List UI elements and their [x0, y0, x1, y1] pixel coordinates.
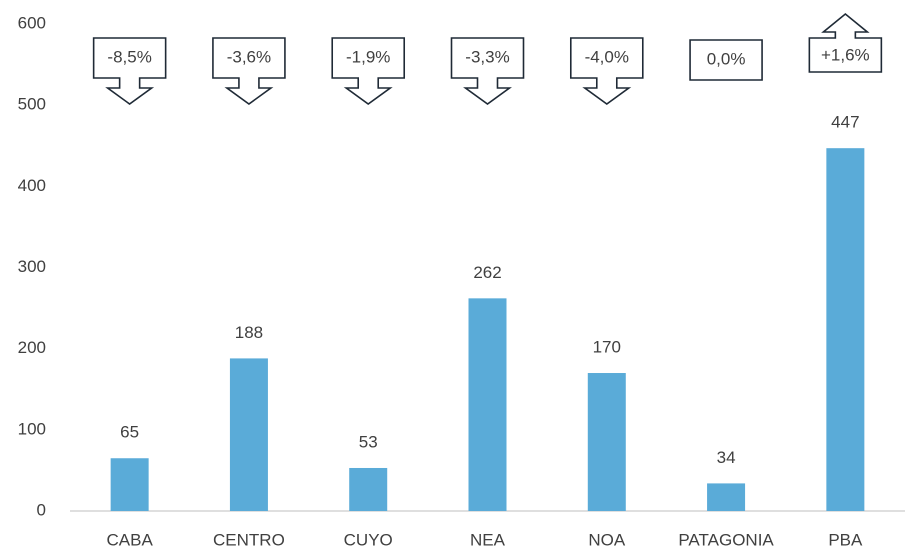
callout [331, 37, 406, 105]
bar [707, 483, 746, 511]
bar [826, 148, 865, 511]
bar [349, 467, 388, 511]
bar [587, 373, 626, 511]
y-tick-label: 200 [18, 338, 46, 357]
callout-label: -3,6% [227, 47, 271, 66]
y-tick-label: 300 [18, 257, 46, 276]
bar [229, 358, 268, 511]
x-tick-label: CABA [106, 530, 153, 549]
data-label: 447 [831, 113, 859, 132]
callout [450, 37, 525, 105]
callout [569, 37, 644, 105]
data-label: 53 [359, 432, 378, 451]
y-tick-label: 500 [18, 95, 46, 114]
callout-label: -8,5% [107, 47, 151, 66]
y-tick-label: 400 [18, 176, 46, 195]
data-label: 188 [235, 323, 263, 342]
x-tick-label: PATAGONIA [678, 530, 774, 549]
y-tick-label: 0 [37, 500, 46, 519]
callout-label: -3,3% [465, 47, 509, 66]
callout [92, 37, 167, 105]
callout-label: -4,0% [585, 47, 629, 66]
x-tick-label: PBA [828, 530, 863, 549]
y-tick-label: 100 [18, 419, 46, 438]
x-tick-label: NOA [588, 530, 626, 549]
x-tick-label: CUYO [344, 530, 393, 549]
data-label: 170 [593, 338, 621, 357]
x-tick-label: NEA [470, 530, 506, 549]
x-tick-label: CENTRO [213, 530, 285, 549]
bar [110, 458, 149, 511]
callout-label: -1,9% [346, 47, 390, 66]
data-label: 34 [717, 448, 736, 467]
callout [212, 37, 286, 105]
callout-label: 0,0% [707, 49, 746, 68]
callout [808, 12, 883, 73]
bar [468, 298, 507, 511]
y-tick-label: 600 [18, 13, 46, 32]
callout [689, 39, 763, 81]
data-label: 65 [120, 423, 139, 442]
callout-label: +1,6% [821, 45, 870, 64]
data-label: 262 [473, 263, 501, 282]
